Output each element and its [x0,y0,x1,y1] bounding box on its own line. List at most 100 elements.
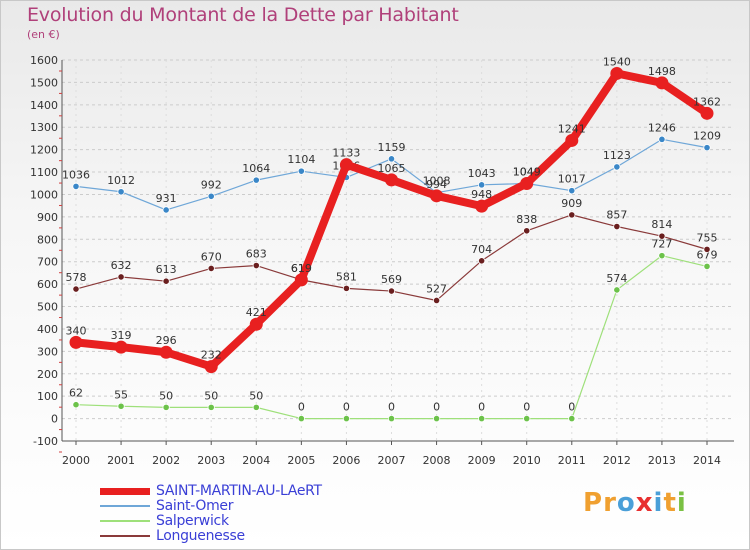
y-tick-label: 900 [37,211,58,224]
data-point [72,401,80,409]
x-tick-label: 2014 [693,454,721,467]
data-point [703,262,711,271]
series-salperwick: 62 55 50 50 50 0 0 0 0 0 0 0 574 727 679 [69,238,718,423]
y-tick-label: -100 [33,435,58,448]
legend-item: Salperwick [100,513,400,529]
data-label: 679 [697,248,718,261]
data-point [613,222,621,231]
data-label: 1017 [558,173,586,186]
data-label: 55 [114,388,128,401]
logo-letter: r [603,488,617,518]
data-label: 857 [606,209,627,222]
logo-letter: o [616,488,636,518]
logo-letter: t [663,488,677,518]
x-tick-label: 2006 [332,454,360,467]
data-point [72,182,80,191]
data-point [252,403,260,411]
data-label: 704 [471,243,492,256]
data-point [523,414,531,423]
series-saint-omer: 1036101293199210641104107611591008104310… [62,121,721,214]
data-point [475,199,489,213]
data-point [568,211,576,219]
legend-item: Saint-Omer [100,498,400,514]
data-label: 0 [568,401,575,414]
data-label: 296 [156,334,177,347]
x-tick-label: 2011 [558,454,586,467]
data-point [117,402,125,410]
data-label: 1498 [648,65,676,78]
data-point [478,414,486,423]
data-point [703,144,711,152]
legend-swatch [100,535,150,537]
data-label: 619 [291,262,312,275]
data-point [613,286,621,294]
data-label: 421 [246,306,267,319]
data-label: 613 [156,263,177,276]
y-tick-label: 800 [37,233,58,246]
y-tick-label: 200 [37,368,58,381]
y-tick-label: 1000 [30,188,58,201]
x-tick-label: 2005 [287,454,315,467]
y-tick-label: 1100 [30,166,58,179]
chart-legend: SAINT-MARTIN-AU-LAeRT Saint-Omer Salperwic… [100,483,400,544]
data-point [658,232,666,240]
data-label: 755 [697,231,718,244]
x-tick-label: 2000 [62,454,90,467]
data-point [69,335,83,349]
x-tick-label: 2013 [648,454,676,467]
data-label: 909 [561,197,582,210]
data-label: 994 [426,178,447,191]
data-point [297,167,305,175]
data-label: 1133 [332,147,360,160]
data-label: 992 [201,178,222,191]
data-label: 1159 [378,141,406,154]
data-label: 1012 [107,174,135,187]
legend-swatch [100,520,150,522]
y-tick-label: 0 [51,413,58,426]
data-point [568,414,576,423]
data-label: 838 [516,213,537,226]
legend-label: Longuenesse [156,528,245,544]
data-label: 0 [433,401,440,414]
data-point [297,414,305,423]
data-label: 632 [111,259,132,272]
logo-letter: i [676,488,687,518]
y-tick-label: 400 [37,323,58,336]
data-point [430,189,444,203]
data-point [385,173,398,187]
chart-title: Evolution du Montant de la Dette par Hab… [27,4,459,26]
data-label: 0 [343,401,350,414]
data-label: 1241 [558,122,586,135]
x-tick-label: 2012 [603,454,631,467]
line-chart: -100010020030040050060070080090010001100… [30,54,734,467]
data-label: 1362 [693,95,721,108]
data-point [432,414,441,423]
data-label: 1036 [62,168,90,181]
data-point [204,360,218,374]
proxiti-logo: Proxiti [583,488,687,518]
data-label: 670 [201,250,222,263]
data-label: 1209 [693,130,721,143]
data-label: 0 [478,401,485,414]
data-label: 232 [201,349,222,362]
data-point [565,133,579,147]
data-point [523,227,531,235]
data-label: 1064 [242,162,270,175]
data-point [162,403,170,411]
y-tick-label: 700 [37,256,58,269]
data-label: 948 [471,188,492,201]
data-point [613,163,621,171]
series-longuenesse: 578 632 613 670 683 619 581 569 527 704 838 909 857 8… [66,197,718,305]
data-point [339,158,353,172]
x-tick-label: 2010 [513,454,541,467]
data-label: 727 [651,238,672,251]
data-point [72,285,80,293]
data-label: 574 [606,272,627,285]
gridlines: -100010020030040050060070080090010001100… [30,54,734,448]
data-label: 683 [246,248,267,261]
y-tick-label: 1200 [30,144,58,157]
data-label: 319 [111,329,132,342]
data-label: 931 [156,192,177,205]
data-label: 340 [66,324,87,337]
